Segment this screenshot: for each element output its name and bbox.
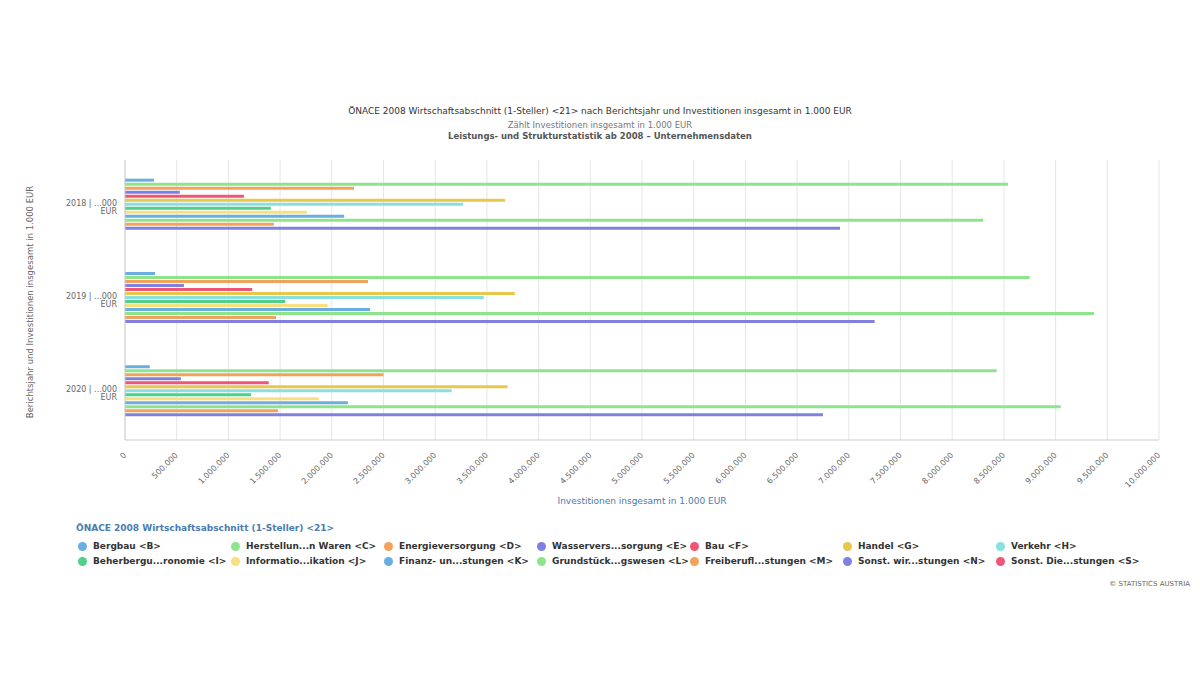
html-text:Zählt Investitionen insgesamt: Zählt Investitionen insgesamt in 1.000 E… — [507, 120, 693, 130]
html-text:ÖNACE 2008 Wirtschaftsabschnit: ÖNACE 2008 Wirtschaftsabschnitt (1-Stell… — [76, 523, 335, 533]
svg-text:3.500.000: 3.500.000 — [455, 451, 490, 486]
html-text:© STATISTICS AUSTRIA: © STATISTICS AUSTRIA — [1109, 580, 1190, 588]
svg-text:0: 0 — [118, 451, 128, 461]
html-text:Bergbau <B>: Bergbau <B> — [93, 541, 161, 551]
svg-text:3.000.000: 3.000.000 — [403, 451, 438, 486]
svg-text:8.500.000: 8.500.000 — [972, 451, 1007, 486]
html-text:Verkehr <H>: Verkehr <H> — [1011, 541, 1077, 551]
svg-text:6.000.000: 6.000.000 — [713, 451, 748, 486]
svg-text:9.000.000: 9.000.000 — [1024, 451, 1059, 486]
svg-text:500.000: 500.000 — [150, 451, 180, 481]
svg-text:10.000.000: 10.000.000 — [1123, 451, 1162, 490]
svg-text:2.500.000: 2.500.000 — [352, 451, 387, 486]
svg-text:2.000.000: 2.000.000 — [300, 451, 335, 486]
svg-text:4.000.000: 4.000.000 — [507, 451, 542, 486]
html-text:ÖNACE 2008 Wirtschaftsabschnit: ÖNACE 2008 Wirtschaftsabschnitt (1-Stell… — [348, 106, 852, 116]
svg-text:1.000.000: 1.000.000 — [196, 451, 231, 486]
html-text:Sonst. wir...stungen <N>: Sonst. wir...stungen <N> — [858, 556, 986, 566]
html-text:Sonst. Die...stungen <S>: Sonst. Die...stungen <S> — [1011, 556, 1140, 566]
html-text:Beherbergu...ronomie <I>: Beherbergu...ronomie <I> — [93, 556, 227, 566]
svg-text:6.500.000: 6.500.000 — [765, 451, 800, 486]
html-text:Handel <G>: Handel <G> — [858, 541, 920, 551]
html-text:Berichtsjahr und Investitionen: Berichtsjahr und Investitionen insgesamt… — [25, 185, 35, 419]
html-text:Investitionen insgesamt in 1.0: Investitionen insgesamt in 1.000 EUR — [557, 496, 727, 506]
html-text:Grundstück...gswesen <L>: Grundstück...gswesen <L> — [552, 556, 689, 566]
html-text:Finanz- un...stungen <K>: Finanz- un...stungen <K> — [399, 556, 529, 566]
html-text:Freiberufl...stungen <M>: Freiberufl...stungen <M> — [705, 556, 834, 566]
svg-text:8.000.000: 8.000.000 — [920, 451, 955, 486]
svg-text:7.500.000: 7.500.000 — [869, 451, 904, 486]
svg-text:2020 | ...000EUR: 2020 | ...000EUR — [66, 385, 117, 402]
svg-text:4.500.000: 4.500.000 — [558, 451, 593, 486]
svg-text:9.500.000: 9.500.000 — [1075, 451, 1110, 486]
html-text:Herstellun...n Waren <C>: Herstellun...n Waren <C> — [246, 541, 377, 551]
html-text:Wasservers...sorgung <E>: Wasservers...sorgung <E> — [552, 541, 687, 551]
html-text:Informatio...ikation <J>: Informatio...ikation <J> — [246, 556, 367, 566]
svg-text:5.000.000: 5.000.000 — [610, 451, 645, 486]
svg-text:2018 | ...000EUR: 2018 | ...000EUR — [66, 199, 117, 216]
svg-text:1.500.000: 1.500.000 — [248, 451, 283, 486]
svg-text:2019 | ...000EUR: 2019 | ...000EUR — [66, 292, 117, 309]
svg-text:5.500.000: 5.500.000 — [662, 451, 697, 486]
html-text:Leistungs- und Strukturstatist: Leistungs- und Strukturstatistik ab 2008… — [448, 131, 752, 141]
html-text:Energieversorgung <D>: Energieversorgung <D> — [399, 541, 522, 551]
svg-text:7.000.000: 7.000.000 — [817, 451, 852, 486]
html-text:Bau <F>: Bau <F> — [705, 541, 749, 551]
